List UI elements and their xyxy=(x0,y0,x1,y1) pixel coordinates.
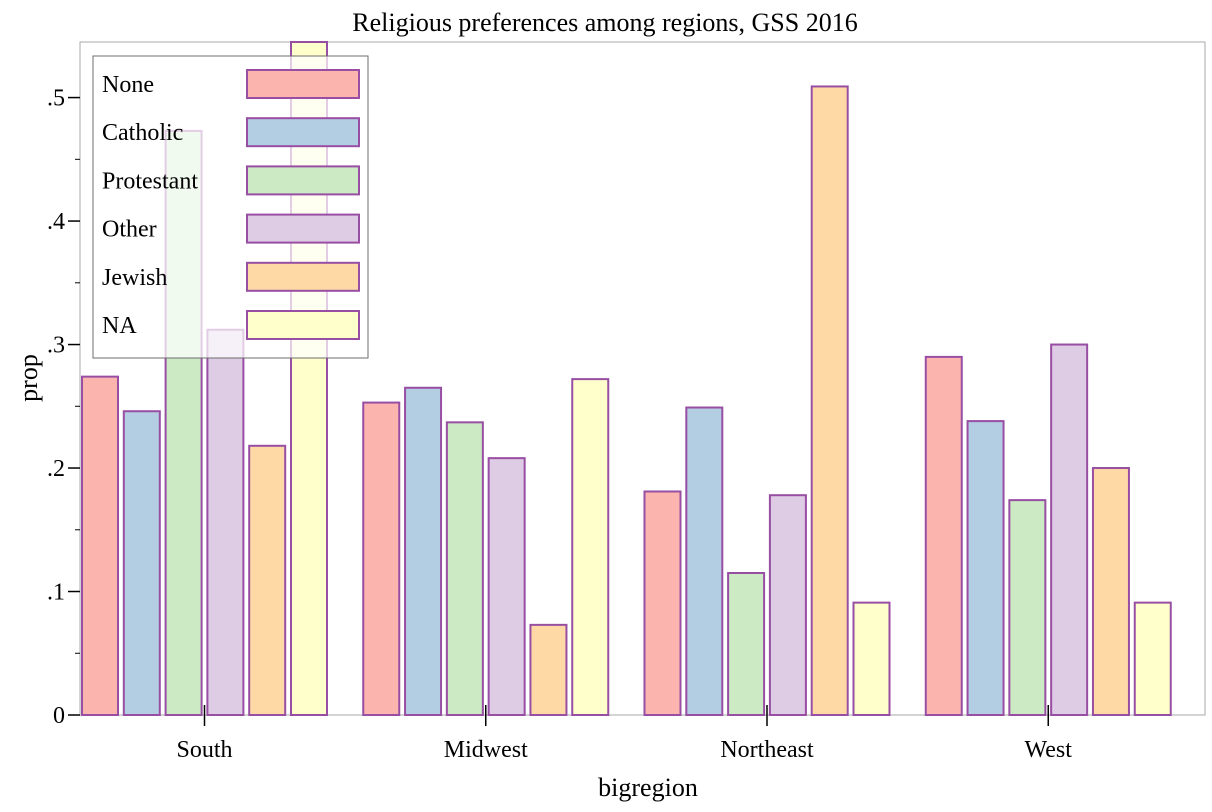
x-tick-label-south: South xyxy=(176,737,232,763)
legend-swatch-jewish xyxy=(246,261,360,292)
bar-protestant-west xyxy=(1008,499,1047,716)
x-tick-label-northeast: Northeast xyxy=(720,737,814,763)
legend: None Catholic Protestant Other Jewish NA xyxy=(92,55,369,359)
bar-catholic-northeast xyxy=(685,406,724,716)
bar-protestant-northeast xyxy=(727,571,766,717)
x-axis: South Midwest Northeast West xyxy=(176,705,1072,763)
bar-other-northeast xyxy=(768,494,807,716)
plot-frame xyxy=(79,41,1206,716)
bar-jewish-south xyxy=(248,444,287,716)
bar-none-midwest xyxy=(362,401,401,716)
bar-other-midwest xyxy=(487,457,526,716)
y-axis-label: prop xyxy=(14,354,43,402)
legend-swatch-other xyxy=(246,213,360,244)
y-tick-label: 0 xyxy=(53,703,65,729)
bar-none-west xyxy=(924,355,963,716)
bar-protestant-midwest xyxy=(445,421,484,716)
bar-catholic-midwest xyxy=(404,386,443,716)
legend-label-jewish: Jewish xyxy=(102,265,167,291)
bar-none-northeast xyxy=(643,490,682,716)
legend-label-none: None xyxy=(102,72,154,98)
legend-label-protestant: Protestant xyxy=(102,168,198,194)
bar-other-west xyxy=(1050,343,1089,716)
bar-na-northeast xyxy=(852,601,891,716)
bar-catholic-south xyxy=(122,410,161,716)
bar-na-west xyxy=(1133,601,1172,716)
bar-jewish-west xyxy=(1091,467,1130,716)
x-tick-label-west: West xyxy=(1025,737,1073,763)
legend-box xyxy=(92,55,369,359)
legend-label-na: NA xyxy=(102,313,137,339)
legend-label-catholic: Catholic xyxy=(102,120,183,146)
y-tick-label: .4 xyxy=(47,209,65,235)
chart-title: Religious preferences among regions, GSS… xyxy=(352,8,857,37)
y-tick-label: .5 xyxy=(47,86,65,112)
bar-na-midwest xyxy=(571,378,610,716)
legend-swatch-catholic xyxy=(246,117,360,148)
y-tick-label: .1 xyxy=(47,580,65,606)
legend-swatch-na xyxy=(246,310,360,340)
bar-jewish-northeast xyxy=(810,85,849,717)
bar-none-south xyxy=(81,375,119,716)
bar-other-south xyxy=(206,328,245,716)
bar-catholic-west xyxy=(966,420,1005,716)
legend-swatch-none xyxy=(246,69,360,99)
y-axis: 0 .1 .2 .3 .4 .5 xyxy=(47,86,80,729)
x-tick-label-midwest: Midwest xyxy=(444,737,528,763)
legend-label-other: Other xyxy=(102,217,157,243)
legend-swatch-protestant xyxy=(246,165,360,196)
x-axis-label: bigregion xyxy=(598,773,698,802)
y-tick-label: .2 xyxy=(47,456,65,482)
y-tick-label: .3 xyxy=(47,333,65,359)
bar-jewish-midwest xyxy=(529,623,568,716)
